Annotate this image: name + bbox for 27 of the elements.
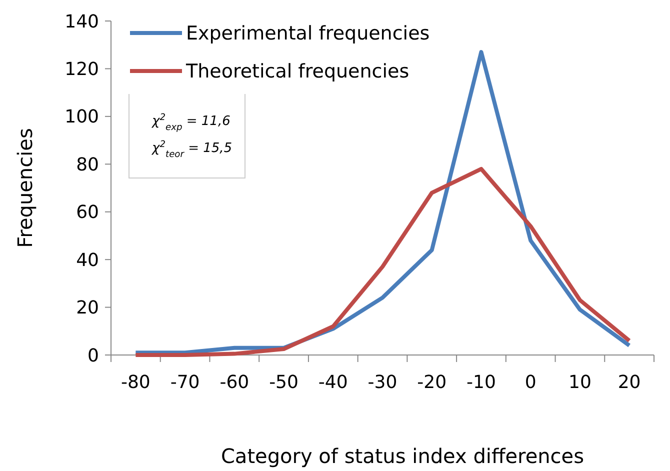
y-tick-label: 20	[76, 298, 99, 319]
y-tick-label: 40	[76, 250, 99, 271]
x-tick-label: -40	[318, 372, 348, 393]
x-tick-label: -30	[368, 372, 398, 393]
y-tick-label: 0	[88, 345, 99, 366]
x-tick-label: -10	[466, 372, 496, 393]
y-tick-label: 120	[64, 59, 99, 80]
y-axis-title: Frequencies	[13, 128, 37, 248]
legend-label: Experimental frequencies	[186, 22, 430, 45]
y-tick-label: 100	[64, 106, 99, 128]
y-tick-label: 60	[76, 202, 99, 224]
line-series	[134, 50, 632, 355]
x-tick-label: -80	[120, 372, 150, 393]
x-axis-title: Category of status index differences	[220, 444, 584, 468]
x-tick-label: 0	[524, 372, 536, 393]
y-tick-label: 140	[64, 11, 99, 32]
y-tick-label: 80	[76, 154, 99, 176]
legend-label: Theoretical frequencies	[185, 60, 410, 83]
annotation: χ$^{2}$$_{teor}$ = 15,5	[151, 140, 232, 160]
x-tick-label: -50	[269, 372, 298, 393]
x-tick-label: 10	[568, 372, 592, 393]
x-tick-label: -70	[170, 372, 200, 393]
x-tick-label: -60	[220, 372, 250, 393]
x-tick-label: 20	[618, 372, 641, 393]
annotation: χ$^{2}$$_{exp}$ = 11,6	[151, 113, 230, 133]
line-series	[134, 166, 632, 357]
x-tick-label: -20	[417, 372, 447, 393]
